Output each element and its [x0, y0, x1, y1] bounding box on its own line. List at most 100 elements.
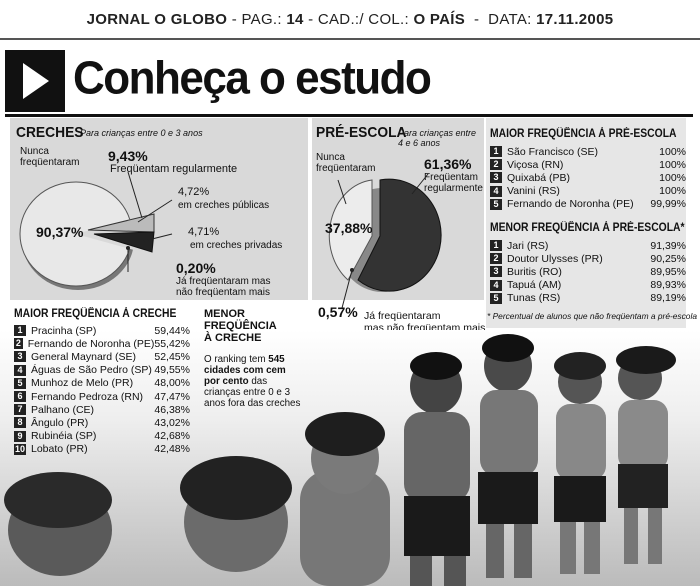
creches-leader-dot: [126, 246, 130, 250]
rank-value: 46,38%: [154, 403, 190, 416]
table-row: 10 Lobato (PR) 42,48%: [14, 443, 190, 456]
rank-value: 100%: [659, 158, 686, 171]
page-number: 14: [286, 10, 304, 28]
table-row: 1 Jari (RS) 91,39%: [490, 239, 686, 252]
city-name: São Francisco (SE): [507, 145, 599, 158]
title-bar: Conheça o estudo: [5, 50, 693, 117]
menor-creche-heading: MENOR FREQÜÊNCIA À CRECHE: [204, 308, 277, 344]
rank-value: 48,00%: [154, 377, 190, 390]
creches-former-value: 0,20%: [176, 260, 216, 276]
menor-pre-list: 1 Jari (RS) 91,39% 2 Doutor Ulysses (PR) 90,…: [490, 239, 686, 305]
rank-value: 55,42%: [154, 337, 190, 350]
rank-number: 5: [14, 377, 26, 389]
table-row: 2 Doutor Ulysses (PR) 90,25%: [490, 252, 686, 265]
creches-private-label: em creches privadas: [190, 240, 283, 251]
preescola-pie-chart: [328, 173, 442, 309]
rank-value: 89,93%: [650, 279, 686, 292]
page-title: Conheça o estudo: [73, 52, 432, 105]
rank-number: 1: [490, 146, 502, 158]
preescola-never-value: 37,88%: [325, 220, 373, 236]
rank-number: 4: [490, 279, 502, 291]
rank-value: 42,48%: [154, 443, 190, 456]
preescola-former-value: 0,57%: [318, 304, 358, 320]
table-row: 8 Ângulo (PR) 43,02%: [14, 416, 190, 429]
table-row: 7 Palhano (CE) 46,38%: [14, 403, 190, 416]
preescola-regular-label: Freqüentam regularmente: [424, 172, 483, 194]
masthead-sep-date: - DATA:: [465, 10, 537, 28]
menor-creche-text-before: O ranking tem: [204, 354, 269, 365]
photo-child-right-2: [554, 352, 606, 574]
preescola-leader-regular: [411, 173, 429, 195]
city-name: Rubinéia (SP): [31, 430, 97, 443]
preescola-ranking-panel: [486, 118, 686, 328]
creches-heading: CRECHES: [16, 124, 84, 141]
photo-child-far-right: [616, 346, 676, 564]
table-row: 4 Vanini (RS) 100%: [490, 185, 686, 198]
rank-number: 5: [490, 292, 502, 304]
rank-value: 89,19%: [650, 292, 686, 305]
footnote: * Percentual de alunos que não freqüenta…: [487, 311, 697, 321]
preescola-leader-former: [341, 269, 353, 309]
creches-regular-label: Freqüentam regularmente: [110, 163, 238, 175]
rank-number: 3: [14, 351, 26, 363]
rank-value: 100%: [659, 145, 686, 158]
table-row: 3 Buritis (RO) 89,95%: [490, 265, 686, 278]
preescola-subtitle: Para crianças entre 4 e 6 anos: [398, 128, 477, 148]
creches-public-label: em creches públicas: [178, 200, 270, 211]
city-name: Viçosa (RN): [507, 158, 564, 171]
table-row: 5 Fernando de Noronha (PE) 99,99%: [490, 198, 686, 211]
rank-number: 4: [14, 364, 26, 376]
table-row: 9 Rubinéia (SP) 42,68%: [14, 430, 190, 443]
creches-pie-public-slice: [87, 213, 155, 233]
table-row: 4 Águas de São Pedro (SP) 49,55%: [14, 364, 190, 377]
photo-child-smiling: [300, 412, 390, 586]
rank-number: 7: [14, 404, 26, 416]
rank-number: 10: [14, 443, 26, 455]
creches-regular-value: 9,43%: [108, 148, 148, 164]
rank-value: 100%: [659, 171, 686, 184]
rank-value: 100%: [659, 185, 686, 198]
rank-number: 6: [14, 391, 26, 403]
city-name: Palhano (CE): [31, 403, 95, 416]
creches-private-value: 4,71%: [188, 226, 220, 238]
city-name: Quixabá (PB): [507, 171, 571, 184]
photo-child-left: [180, 456, 292, 572]
table-row: 4 Tapuá (AM) 89,93%: [490, 279, 686, 292]
play-icon: [5, 50, 65, 112]
city-name: Buritis (RO): [507, 265, 562, 278]
preescola-heading: PRÉ-ESCOLA: [316, 124, 407, 141]
creches-never-label: Nunca freqüentaram: [20, 146, 80, 168]
photo-child-right-1: [478, 334, 538, 578]
preescola-pie-regular-slice: [357, 178, 442, 292]
menor-creche-bold-text: 545 cidades com cem por cento: [204, 354, 286, 387]
creches-pie-private-slice: [93, 231, 155, 253]
table-row: 2 Fernando de Noronha (PE) 55,42%: [14, 337, 190, 350]
rank-value: 49,55%: [154, 364, 190, 377]
rank-number: 3: [490, 266, 502, 278]
city-name: Jari (RS): [507, 239, 549, 252]
preescola-never-label: Nunca freqüentaram: [316, 152, 376, 174]
maior-pre-heading: MAIOR FREQÜÊNCIA À PRÉ-ESCOLA: [490, 128, 677, 140]
city-name: Doutor Ulysses (PR): [507, 252, 603, 265]
maior-pre-list: 1 São Francisco (SE) 100% 2 Viçosa (RN) 100%…: [490, 145, 686, 211]
preescola-leader-never: [337, 179, 347, 205]
title-underline: [5, 114, 693, 117]
creches-pie-chart: [19, 171, 173, 290]
table-row: 3 General Maynard (SE) 52,45%: [14, 350, 190, 363]
rank-value: 91,39%: [650, 239, 686, 252]
preescola-regular-value: 61,36%: [424, 156, 472, 172]
creches-former-label: Já freqüentaram mas não freqüentam mais: [176, 276, 271, 298]
rank-number: 1: [490, 240, 502, 252]
photo-child-center: [404, 352, 470, 586]
masthead-rule: [0, 38, 700, 40]
maior-creche-list: 1 Pracinha (SP) 59,44% 2 Fernando de Noronh…: [14, 324, 190, 456]
children-photo: [0, 330, 700, 586]
city-name: Lobato (PR): [31, 443, 88, 456]
city-name: Fernando de Noronha (PE): [507, 198, 634, 211]
city-name: Águas de São Pedro (SP): [31, 364, 152, 377]
preescola-leader-dot: [350, 268, 354, 272]
rank-number: 5: [490, 198, 502, 210]
rank-number: 2: [14, 338, 23, 350]
menor-creche-box: MENOR FREQÜÊNCIA À CRECHE O ranking tem …: [204, 308, 302, 409]
section-name: O PAÍS: [413, 10, 466, 28]
